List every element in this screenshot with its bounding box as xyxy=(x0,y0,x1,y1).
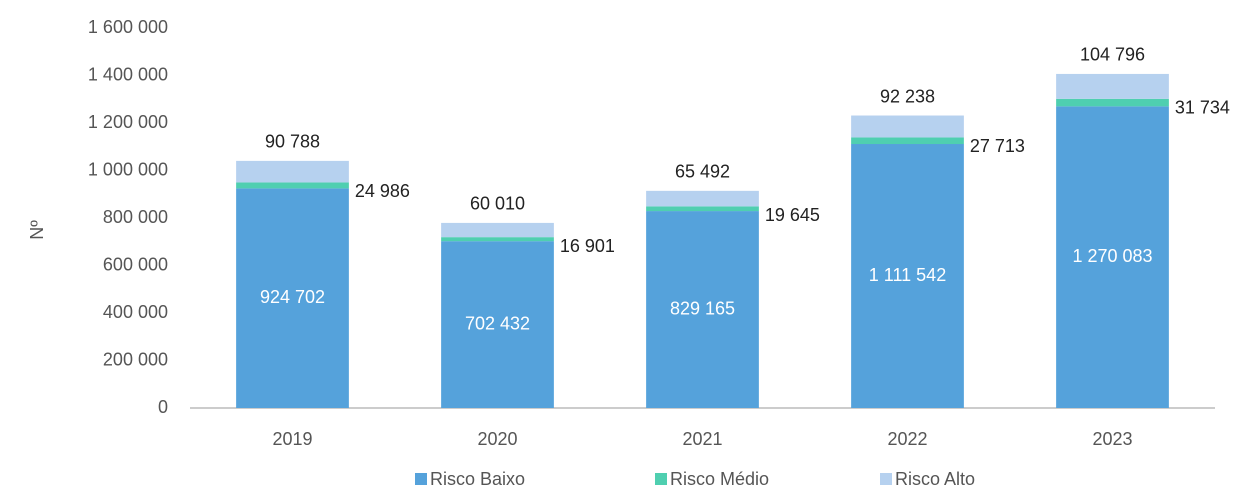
legend-label: Risco Alto xyxy=(895,469,975,489)
legend-label: Risco Baixo xyxy=(430,469,525,489)
data-label: 90 788 xyxy=(265,132,320,152)
bar-segment xyxy=(236,188,349,408)
legend-swatch xyxy=(415,473,427,485)
x-tick-label: 2023 xyxy=(1092,429,1132,449)
bar-segment xyxy=(1056,73,1169,99)
bar-segment xyxy=(236,182,349,189)
bar-segment xyxy=(1056,98,1169,107)
data-label: 16 901 xyxy=(560,236,615,256)
data-label: 65 492 xyxy=(675,162,730,182)
y-tick-label: 1 600 000 xyxy=(88,17,168,37)
x-tick-label: 2021 xyxy=(682,429,722,449)
bar-segment xyxy=(441,222,554,238)
x-tick-label: 2022 xyxy=(887,429,927,449)
x-tick-label: 2020 xyxy=(477,429,517,449)
y-tick-label: 800 000 xyxy=(103,207,168,227)
x-tick-label: 2019 xyxy=(272,429,312,449)
bar-segment xyxy=(646,206,759,212)
y-axis-label: Nº xyxy=(27,220,47,240)
legend-swatch xyxy=(880,473,892,485)
data-label: 92 238 xyxy=(880,86,935,106)
data-label: 24 986 xyxy=(355,181,410,201)
bar-segment xyxy=(851,144,964,408)
data-label: 27 713 xyxy=(970,136,1025,156)
y-tick-label: 600 000 xyxy=(103,254,168,274)
data-label: 104 796 xyxy=(1080,45,1145,65)
legend-label: Risco Médio xyxy=(670,469,769,489)
bar-segment xyxy=(646,211,759,408)
data-label: 60 010 xyxy=(470,194,525,214)
y-tick-label: 200 000 xyxy=(103,349,168,369)
bar-segment xyxy=(851,115,964,138)
y-tick-label: 1 400 000 xyxy=(88,64,168,84)
bar-segment xyxy=(646,190,759,207)
data-label: 924 702 xyxy=(260,287,325,307)
y-tick-label: 1 000 000 xyxy=(88,159,168,179)
y-tick-label: 0 xyxy=(158,397,168,417)
bar-segment xyxy=(441,241,554,408)
y-tick-label: 400 000 xyxy=(103,302,168,322)
bar-segment xyxy=(441,237,554,242)
y-tick-label: 1 200 000 xyxy=(88,112,168,132)
data-label: 829 165 xyxy=(670,298,735,318)
data-label: 19 645 xyxy=(765,205,820,225)
data-label: 702 432 xyxy=(465,313,530,333)
bar-segment xyxy=(1056,106,1169,408)
legend-swatch xyxy=(655,473,667,485)
data-label: 1 270 083 xyxy=(1072,246,1152,266)
bar-segment xyxy=(236,160,349,183)
bar-segment xyxy=(851,137,964,145)
data-label: 1 111 542 xyxy=(869,265,946,285)
data-label: 31 734 xyxy=(1175,98,1230,118)
